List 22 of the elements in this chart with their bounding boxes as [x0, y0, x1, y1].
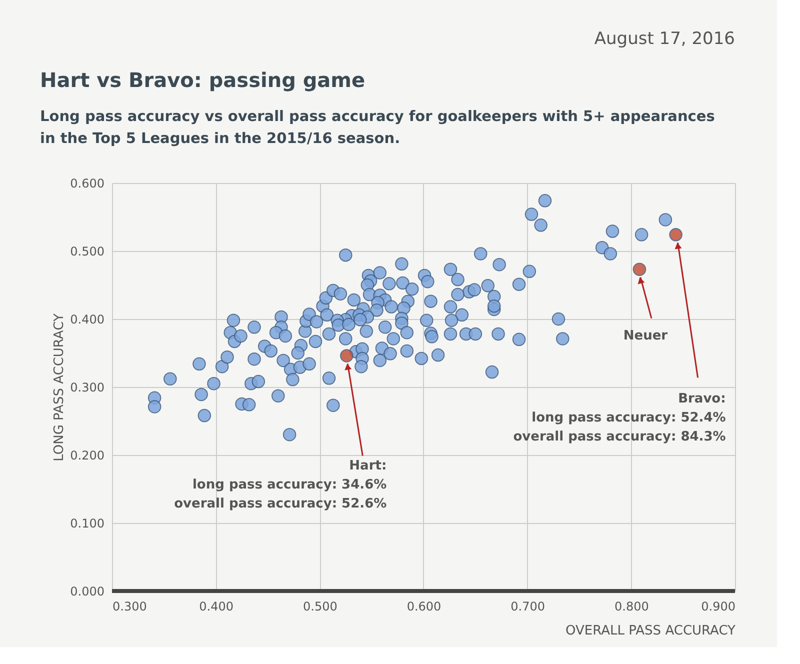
annotation: Neuer [623, 328, 668, 344]
x-tick-label: 0.400 [199, 600, 234, 614]
y-tick-label: 0.100 [70, 516, 104, 530]
chart-title: Hart vs Bravo: passing game [40, 68, 366, 92]
annotation: Hart: long pass accuracy: 34.6% overall pass accuracy: 52.6% [174, 458, 387, 512]
y-axis-title: LONG PASS ACCURACY [52, 314, 68, 462]
x-axis-title: OVERALL PASS ACCURACY [566, 624, 736, 638]
y-tick-label: 0.400 [70, 312, 104, 326]
x-tick-label: 0.900 [701, 600, 736, 614]
y-tick-label: 0.000 [70, 584, 104, 598]
annotation: Bravo: long pass accuracy: 52.4% overall pass accuracy: 84.3% [513, 392, 726, 445]
x-tick-label: 0.500 [302, 600, 338, 614]
y-tick-label: 0.500 [70, 244, 104, 258]
x-tick-label: 0.700 [510, 600, 546, 614]
x-tick-label: 0.300 [112, 600, 147, 614]
text: August 17, 2016 [594, 29, 735, 49]
x-tick-label: 0.800 [614, 600, 649, 614]
y-tick-label: 0.200 [70, 448, 104, 462]
y-tick-label: 0.600 [70, 176, 104, 190]
y-tick-label: 0.300 [70, 380, 104, 394]
chart-subtitle: Long pass accuracy vs overall pass accuracy for goalkeepers with 5+ appearances in the Top 5 Leagues in the 2015/16 season. [40, 109, 715, 147]
x-tick-label: 0.600 [406, 600, 442, 614]
